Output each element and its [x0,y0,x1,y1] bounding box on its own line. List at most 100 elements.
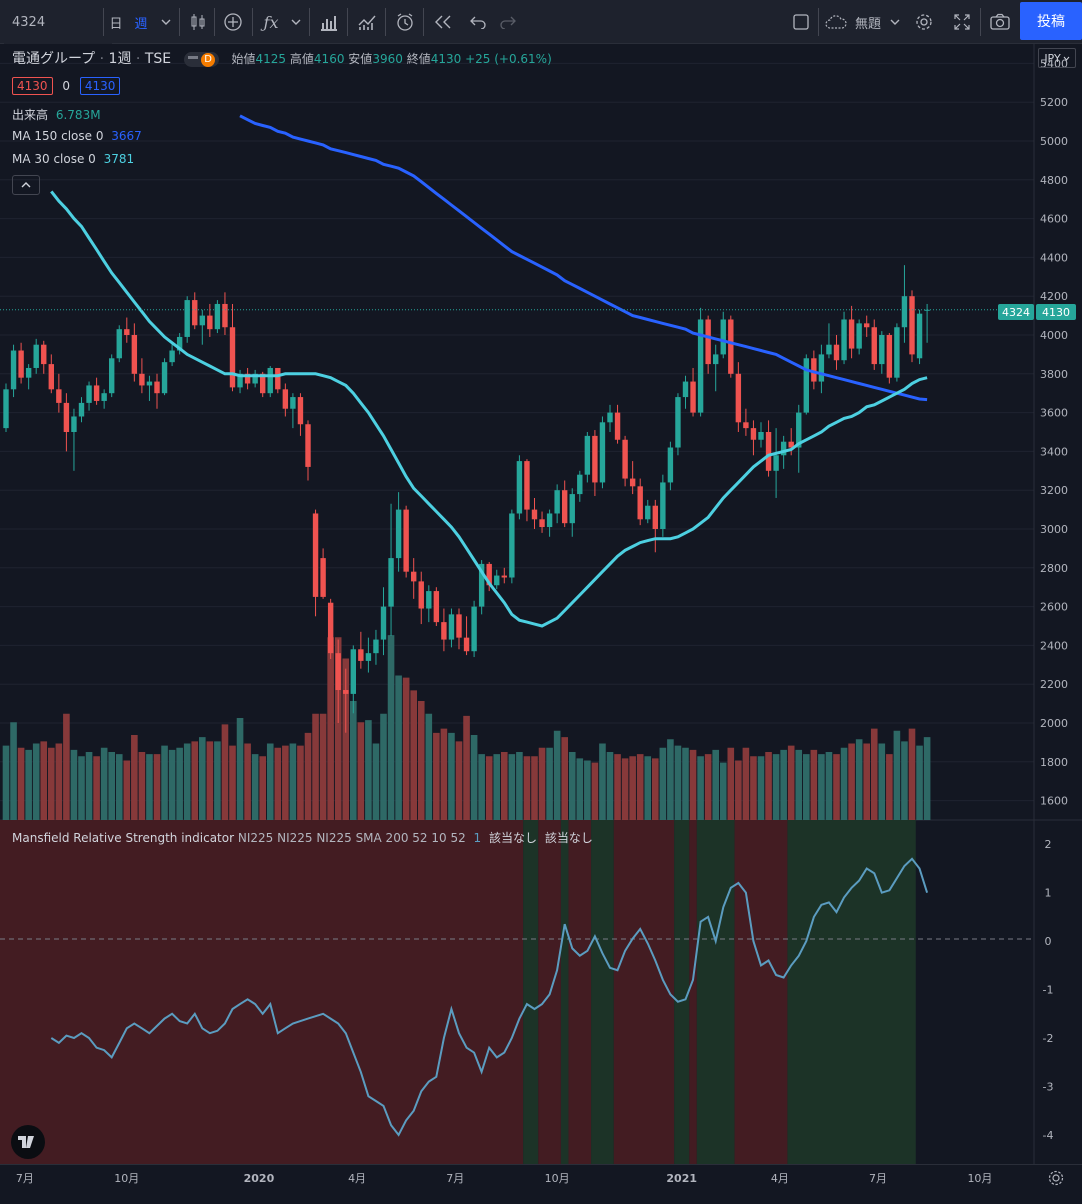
tradingview-logo[interactable] [11,1125,45,1159]
candle-body [86,385,92,403]
currency-selector[interactable]: JPY [1038,48,1076,68]
collapse-legend-button[interactable] [12,175,40,195]
toolbar-divider [818,8,819,36]
volume-bar [870,728,878,820]
volume-bar [410,690,417,820]
volume-bar [501,752,508,820]
volume-bars [2,635,931,820]
candle-body [56,389,62,403]
symbol-name[interactable]: 電通グループ [12,51,96,67]
chevron-down-icon[interactable] [286,0,306,44]
low-value: 3960 [372,52,403,66]
candle-body [697,319,704,413]
layout-name[interactable]: 無題 [854,16,881,32]
axis-settings-gear-icon[interactable] [1048,1170,1064,1186]
bid-box[interactable]: 4130 [12,77,53,95]
candle-body [592,435,598,483]
volume-bar [251,754,259,820]
candle-body [916,313,923,359]
rs-axis: 2 1 0 -1 -2 -3 -4 [1043,838,1054,1142]
ma30-line [50,190,928,628]
alarm-clock-icon[interactable] [390,0,420,44]
price-tick-label: 3600 [1040,407,1068,420]
candle-body [192,300,198,326]
interval-day-button[interactable]: 日 [109,16,123,32]
time-tick-label: 2020 [244,1172,275,1185]
volume-bar [455,741,463,820]
undo-icon[interactable] [464,0,492,44]
volume-bar [735,760,742,820]
ma30-value: 3781 [103,152,135,166]
camera-icon[interactable] [984,0,1016,44]
fullscreen-square-icon[interactable] [786,0,816,44]
price-tick-label: 4800 [1040,174,1068,187]
indicators-fx-icon[interactable]: ƒx [263,12,279,32]
expand-icon[interactable] [946,0,978,44]
replay-rewind-icon[interactable] [428,0,458,44]
symbol-search[interactable]: 4324 [4,0,112,44]
rs-band-neg [613,820,675,1164]
rs-band-neg [0,820,524,1164]
rs-tick-label: -3 [1043,1080,1054,1093]
rs-tick-label: 0 [1045,935,1052,948]
time-axis[interactable]: 7月 10月 2020 4月 7月 10月 2021 4月 7月 10月 [0,1164,1082,1201]
chart-area[interactable]: 5400 5200 5000 4800 4600 4400 4200 4000 3800 3600… [0,44,1082,1164]
volume-bar [440,728,448,820]
chart-canvas[interactable]: 5400520050004800460044004200400038003600… [0,44,1082,1164]
candle-body [645,505,651,520]
time-tick-label: 2021 [666,1172,697,1185]
candle-body [199,315,205,326]
time-tick-label: 4月 [348,1172,366,1185]
candle-body [252,373,258,384]
candlesticks [3,265,930,733]
chevron-down-icon[interactable] [156,0,176,44]
candle-body [214,303,221,330]
interval-week-button[interactable]: 週 [134,16,148,32]
candle-body [818,354,825,382]
volume-bar [825,752,833,820]
candle-body [48,364,54,390]
candle-body [124,329,130,335]
symbol-price-tag [998,304,1034,320]
financials-icon[interactable] [314,0,344,44]
candle-body [848,319,855,349]
volume-bar [425,713,433,820]
volume-bar [765,752,772,820]
templates-icon[interactable] [352,0,382,44]
candle-body [728,319,734,374]
candle-body [516,461,523,514]
compare-plus-icon[interactable] [218,0,248,44]
candle-body [297,397,304,425]
last-price-tag-text: 4130 [1042,306,1070,319]
ask-box[interactable]: 4130 [79,77,121,95]
top-toolbar: 4324 日 週 ƒx 無題 [0,0,1082,44]
volume-bar [282,745,289,820]
rs-band-neg [734,820,788,1164]
toolbar-divider [347,8,348,36]
candle-body [312,513,319,597]
chevron-down-icon[interactable] [886,0,904,44]
indicator-title[interactable]: Mansfield Relative Strength indicator [12,831,235,845]
candles-icon[interactable] [184,0,212,44]
volume-bar [923,737,931,820]
candle-body [478,563,485,607]
rs-band-neg [568,820,592,1164]
price-tick-label: 2600 [1040,601,1068,614]
candle-body [184,300,190,337]
gear-icon[interactable] [908,0,940,44]
candle-body [373,639,379,654]
publish-button[interactable]: 投稿 [1020,2,1082,40]
volume-bar [901,741,908,820]
rs-tick-label: -2 [1043,1032,1054,1045]
volume-bar [297,745,304,820]
candle-body [546,513,553,528]
candle-body [161,362,168,394]
market-status-pill: D [183,52,220,67]
redo-icon[interactable] [494,0,522,44]
candle-body [841,319,847,361]
ma30-legend: MA 30 close 0 3781 [12,152,134,166]
candle-body [796,412,802,448]
volume-bar [2,745,10,820]
volume-bar [221,724,229,820]
toolbar-divider [385,8,386,36]
